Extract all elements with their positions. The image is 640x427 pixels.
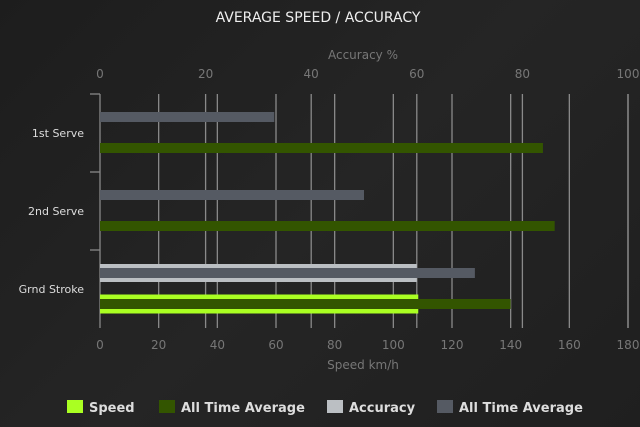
bar-speed-all-time-average [100,143,543,153]
top-tick-label: 80 [515,67,530,81]
top-tick-label: 0 [96,67,104,81]
legend-swatch [437,400,453,413]
legend-item[interactable]: All Time Average [159,400,305,416]
category-label: 2nd Serve [28,205,84,218]
bar-speed-all-time-average [100,299,511,309]
top-tick-label: 100 [617,67,640,81]
bottom-tick-label: 0 [96,338,104,352]
bar-speed-all-time-average [100,221,555,231]
legend-label: All Time Average [181,401,305,416]
bottom-tick-label: 20 [151,338,166,352]
bottom-tick-label: 40 [210,338,225,352]
bar-accuracy-all-time-average [100,190,364,200]
legend-item[interactable]: Speed [67,400,135,416]
bottom-tick-label: 80 [327,338,342,352]
bottom-tick-label: 180 [617,338,640,352]
top-axis-label: Accuracy % [328,48,398,62]
category-label: 1st Serve [32,127,84,140]
top-tick-label: 40 [304,67,319,81]
legend-label: All Time Average [459,401,583,416]
bar-accuracy-all-time-average [100,112,275,122]
bottom-tick-label: 160 [558,338,581,352]
top-tick-label: 20 [198,67,213,81]
legend-item[interactable]: Accuracy [327,400,416,416]
bottom-axis-label: Speed km/h [327,358,399,372]
legend-label: Accuracy [349,401,416,416]
legend-swatch [327,400,343,413]
legend-swatch [67,400,83,413]
category-label: Grnd Stroke [19,283,85,296]
legend-item[interactable]: All Time Average [437,400,583,416]
chart-title: AVERAGE SPEED / ACCURACY [216,10,421,26]
top-tick-label: 60 [409,67,424,81]
bar-accuracy-all-time-average [100,268,475,278]
bottom-tick-label: 140 [499,338,522,352]
bottom-tick-label: 100 [382,338,405,352]
bottom-tick-label: 120 [441,338,464,352]
bottom-tick-label: 60 [268,338,283,352]
legend-swatch [159,400,175,413]
legend-label: Speed [89,401,135,416]
